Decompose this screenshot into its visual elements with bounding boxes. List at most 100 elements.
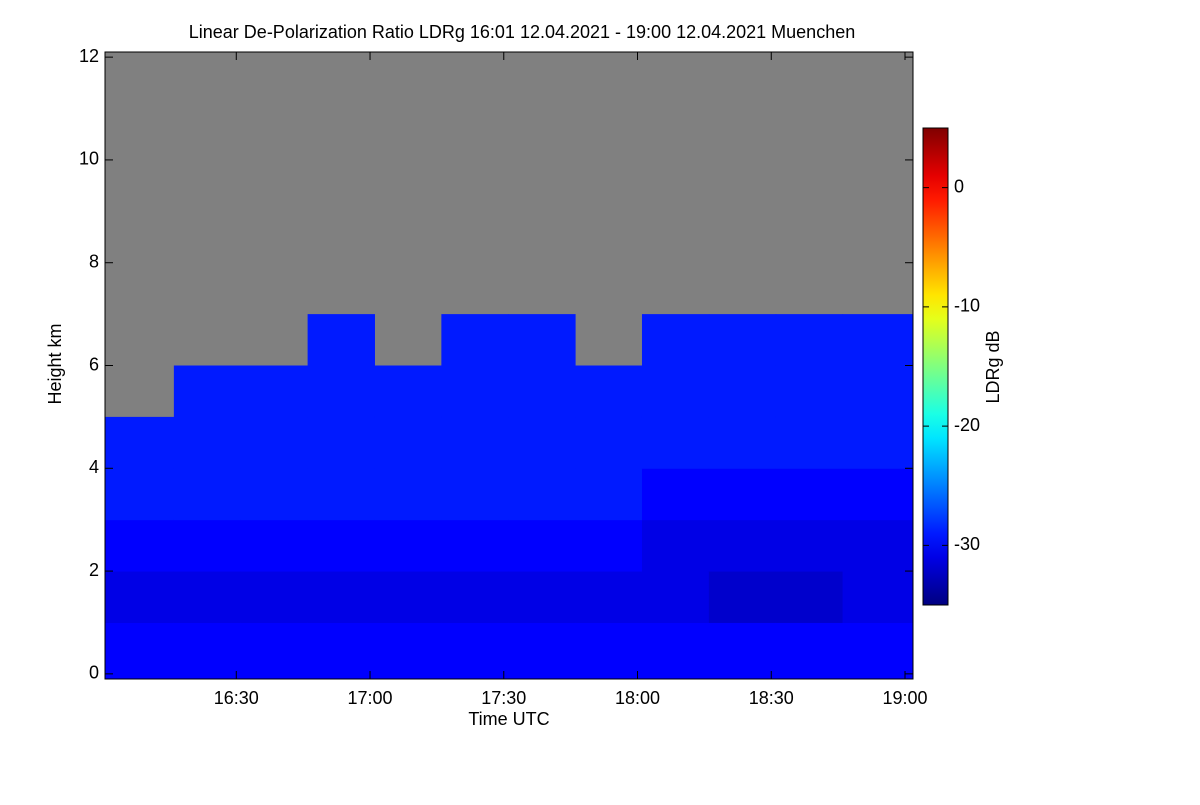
- heatmap-cell: [842, 314, 914, 366]
- heatmap-cell: [641, 571, 710, 623]
- heatmap-cell: [508, 571, 576, 623]
- heatmap-cell: [641, 365, 710, 418]
- y-tick-label: 8: [89, 251, 99, 271]
- heatmap-cell: [105, 622, 175, 680]
- heatmap-cell: [173, 622, 242, 680]
- heatmap-cell: [240, 622, 309, 680]
- heatmap-cell: [775, 622, 844, 680]
- heatmap-cell: [508, 519, 576, 572]
- heatmap-cell: [307, 416, 375, 469]
- x-tick-label: 16:30: [214, 688, 259, 708]
- heatmap-cell: [441, 416, 509, 469]
- heatmap-cell: [775, 365, 844, 418]
- heatmap-cell: [508, 468, 576, 521]
- heatmap-cell: [641, 314, 710, 366]
- heatmap-cell: [105, 519, 175, 572]
- y-tick-label: 12: [79, 46, 99, 66]
- heatmap-cell: [641, 416, 710, 469]
- heatmap-cell: [374, 416, 442, 469]
- heatmap-cell: [173, 571, 242, 623]
- heatmap-cell: [708, 571, 777, 623]
- y-tick-label: 2: [89, 560, 99, 580]
- heatmap-cell: [842, 416, 914, 469]
- heatmap-cell: [842, 468, 914, 521]
- colorbar-tick-label: -30: [954, 534, 980, 554]
- colorbar-tick-label: -10: [954, 296, 980, 316]
- heatmap-cell: [708, 314, 777, 366]
- heatmap: [105, 52, 914, 680]
- heatmap-cell: [307, 468, 375, 521]
- y-tick-label: 10: [79, 149, 99, 169]
- y-tick-label: 6: [89, 354, 99, 374]
- heatmap-cell: [575, 468, 643, 521]
- x-tick-label: 17:30: [481, 688, 526, 708]
- heatmap-cell: [441, 468, 509, 521]
- y-tick-label: 4: [89, 457, 99, 477]
- heatmap-cell: [173, 468, 242, 521]
- heatmap-cell: [641, 468, 710, 521]
- chart-title: Linear De-Polarization Ratio LDRg 16:01 …: [189, 22, 855, 42]
- heatmap-cell: [240, 365, 309, 418]
- heatmap-cell: [575, 622, 643, 680]
- y-axis-label: Height km: [45, 323, 65, 404]
- heatmap-cell: [105, 571, 175, 623]
- heatmap-cell: [307, 519, 375, 572]
- colorbar-tick-label: -20: [954, 415, 980, 435]
- heatmap-cell: [708, 416, 777, 469]
- heatmap-cell: [775, 571, 844, 623]
- heatmap-cell: [842, 519, 914, 572]
- heatmap-cell: [240, 416, 309, 469]
- heatmap-cell: [374, 571, 442, 623]
- heatmap-cell: [508, 365, 576, 418]
- heatmap-cell: [441, 571, 509, 623]
- heatmap-cell: [307, 622, 375, 680]
- heatmap-cell: [842, 622, 914, 680]
- heatmap-cell: [374, 365, 442, 418]
- heatmap-cell: [508, 416, 576, 469]
- colorbar: [922, 127, 949, 606]
- heatmap-cell: [641, 519, 710, 572]
- x-tick-label: 17:00: [348, 688, 393, 708]
- heatmap-cell: [708, 519, 777, 572]
- heatmap-cell: [775, 416, 844, 469]
- heatmap-cell: [173, 519, 242, 572]
- x-tick-label: 18:00: [615, 688, 660, 708]
- heatmap-cell: [641, 622, 710, 680]
- heatmap-cell: [775, 519, 844, 572]
- heatmap-cell: [307, 314, 375, 366]
- colorbar-label: LDRg dB: [983, 330, 1003, 403]
- heatmap-cell: [775, 468, 844, 521]
- heatmap-cell: [307, 365, 375, 418]
- heatmap-cell: [508, 314, 576, 366]
- heatmap-cell: [240, 519, 309, 572]
- heatmap-cell: [441, 365, 509, 418]
- heatmap-cell: [240, 571, 309, 623]
- heatmap-cell: [374, 622, 442, 680]
- heatmap-cell: [708, 365, 777, 418]
- heatmap-cell: [374, 519, 442, 572]
- heatmap-cell: [842, 571, 914, 623]
- heatmap-cell: [708, 622, 777, 680]
- heatmap-cell: [441, 519, 509, 572]
- heatmap-cell: [441, 622, 509, 680]
- heatmap-cell: [842, 365, 914, 418]
- heatmap-cell: [508, 622, 576, 680]
- x-axis-label: Time UTC: [468, 709, 549, 729]
- y-tick-label: 0: [89, 663, 99, 683]
- heatmap-cell: [105, 468, 175, 521]
- heatmap-cell: [775, 314, 844, 366]
- x-tick-label: 19:00: [882, 688, 927, 708]
- heatmap-cell: [240, 468, 309, 521]
- heatmap-cell: [374, 468, 442, 521]
- heatmap-cell: [575, 519, 643, 572]
- heatmap-cell: [173, 365, 242, 418]
- heatmap-cell: [575, 416, 643, 469]
- heatmap-cell: [708, 468, 777, 521]
- heatmap-cell: [575, 571, 643, 623]
- heatmap-cell: [307, 571, 375, 623]
- heatmap-cell: [105, 416, 175, 469]
- colorbar-tick-label: 0: [954, 176, 964, 196]
- heatmap-cell: [575, 365, 643, 418]
- heatmap-cell: [173, 416, 242, 469]
